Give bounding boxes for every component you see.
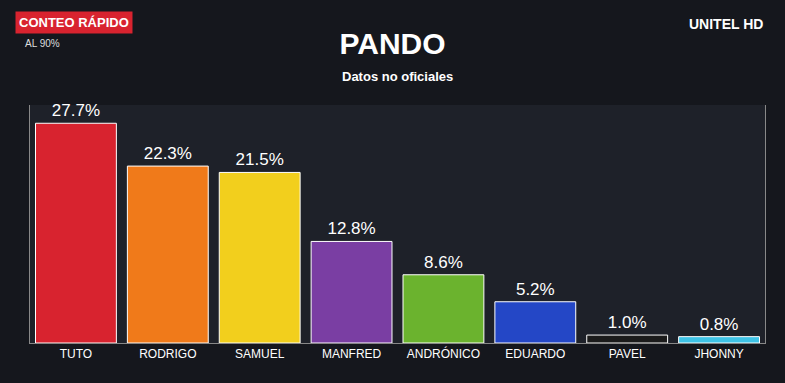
svg-text:RODRIGO: RODRIGO <box>139 347 196 361</box>
svg-text:12.8%: 12.8% <box>327 219 375 238</box>
svg-text:CONTEO RÁPIDO: CONTEO RÁPIDO <box>19 15 129 30</box>
svg-text:27.7%: 27.7% <box>52 101 100 120</box>
svg-text:PANDO: PANDO <box>339 27 445 60</box>
svg-text:Datos no oficiales: Datos no oficiales <box>342 69 453 84</box>
svg-text:1.0%: 1.0% <box>608 313 647 332</box>
svg-text:8.6%: 8.6% <box>424 253 463 272</box>
svg-text:0.8%: 0.8% <box>700 315 739 334</box>
svg-text:UNITEL HD: UNITEL HD <box>689 16 763 32</box>
svg-text:21.5%: 21.5% <box>236 150 284 169</box>
svg-text:EDUARDO: EDUARDO <box>505 347 565 361</box>
svg-text:5.2%: 5.2% <box>516 280 555 299</box>
svg-text:22.3%: 22.3% <box>144 144 192 163</box>
svg-text:TUTO: TUTO <box>60 347 92 361</box>
svg-text:MANFRED: MANFRED <box>322 347 382 361</box>
svg-text:SAMUEL: SAMUEL <box>235 347 285 361</box>
svg-text:AL 90%: AL 90% <box>25 38 60 49</box>
svg-text:ANDRÓNICO: ANDRÓNICO <box>407 346 480 361</box>
svg-text:JHONNY: JHONNY <box>694 347 743 361</box>
svg-text:PAVEL: PAVEL <box>609 347 646 361</box>
